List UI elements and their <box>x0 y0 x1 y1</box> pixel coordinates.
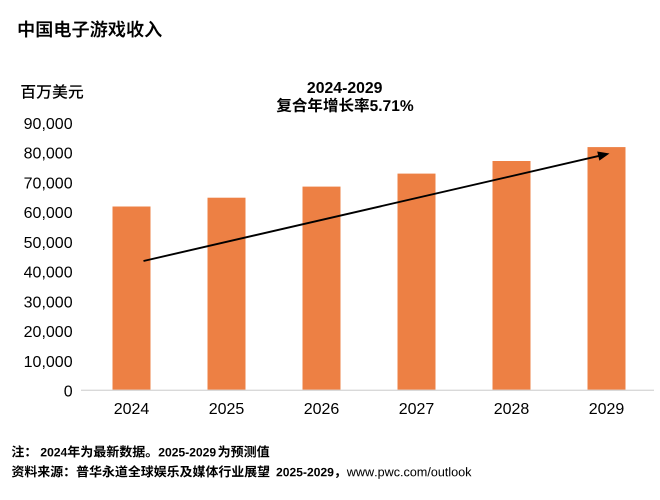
svg-text:2028: 2028 <box>494 401 530 418</box>
svg-text:2024: 2024 <box>114 401 150 418</box>
svg-text:2024-2029: 2024-2029 <box>307 80 383 97</box>
svg-text:2029: 2029 <box>589 401 625 418</box>
svg-text:2026: 2026 <box>304 401 340 418</box>
svg-text:70,000: 70,000 <box>24 175 73 192</box>
svg-text:90,000: 90,000 <box>24 116 73 133</box>
svg-text:20,000: 20,000 <box>24 324 73 341</box>
svg-text:60,000: 60,000 <box>24 205 73 222</box>
svg-text:2027: 2027 <box>399 401 435 418</box>
svg-text:10,000: 10,000 <box>24 354 73 371</box>
svg-text:40,000: 40,000 <box>24 265 73 282</box>
svg-text:80,000: 80,000 <box>24 146 73 163</box>
svg-text:0: 0 <box>64 384 73 401</box>
svg-text:50,000: 50,000 <box>24 235 73 252</box>
svg-text:2025: 2025 <box>209 401 245 418</box>
svg-text:30,000: 30,000 <box>24 294 73 311</box>
